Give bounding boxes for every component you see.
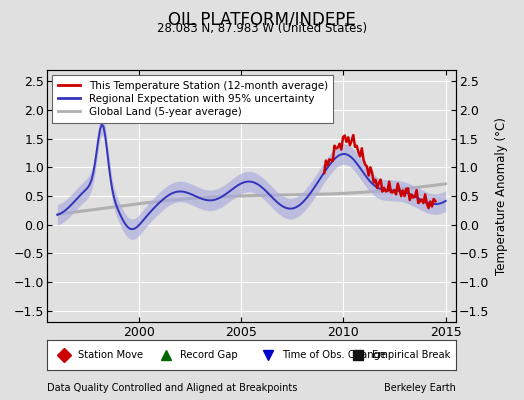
Text: Time of Obs. Change: Time of Obs. Change	[282, 350, 386, 360]
Legend: This Temperature Station (12-month average), Regional Expectation with 95% uncer: This Temperature Station (12-month avera…	[52, 75, 333, 122]
Text: OIL PLATFORM/INDEPE: OIL PLATFORM/INDEPE	[168, 10, 356, 28]
Text: 28.083 N, 87.983 W (United States): 28.083 N, 87.983 W (United States)	[157, 22, 367, 35]
Y-axis label: Temperature Anomaly (°C): Temperature Anomaly (°C)	[495, 117, 508, 275]
Text: Record Gap: Record Gap	[180, 350, 237, 360]
Text: Data Quality Controlled and Aligned at Breakpoints: Data Quality Controlled and Aligned at B…	[47, 383, 298, 393]
Text: Station Move: Station Move	[78, 350, 143, 360]
Text: Empirical Break: Empirical Break	[372, 350, 451, 360]
Text: Berkeley Earth: Berkeley Earth	[384, 383, 456, 393]
